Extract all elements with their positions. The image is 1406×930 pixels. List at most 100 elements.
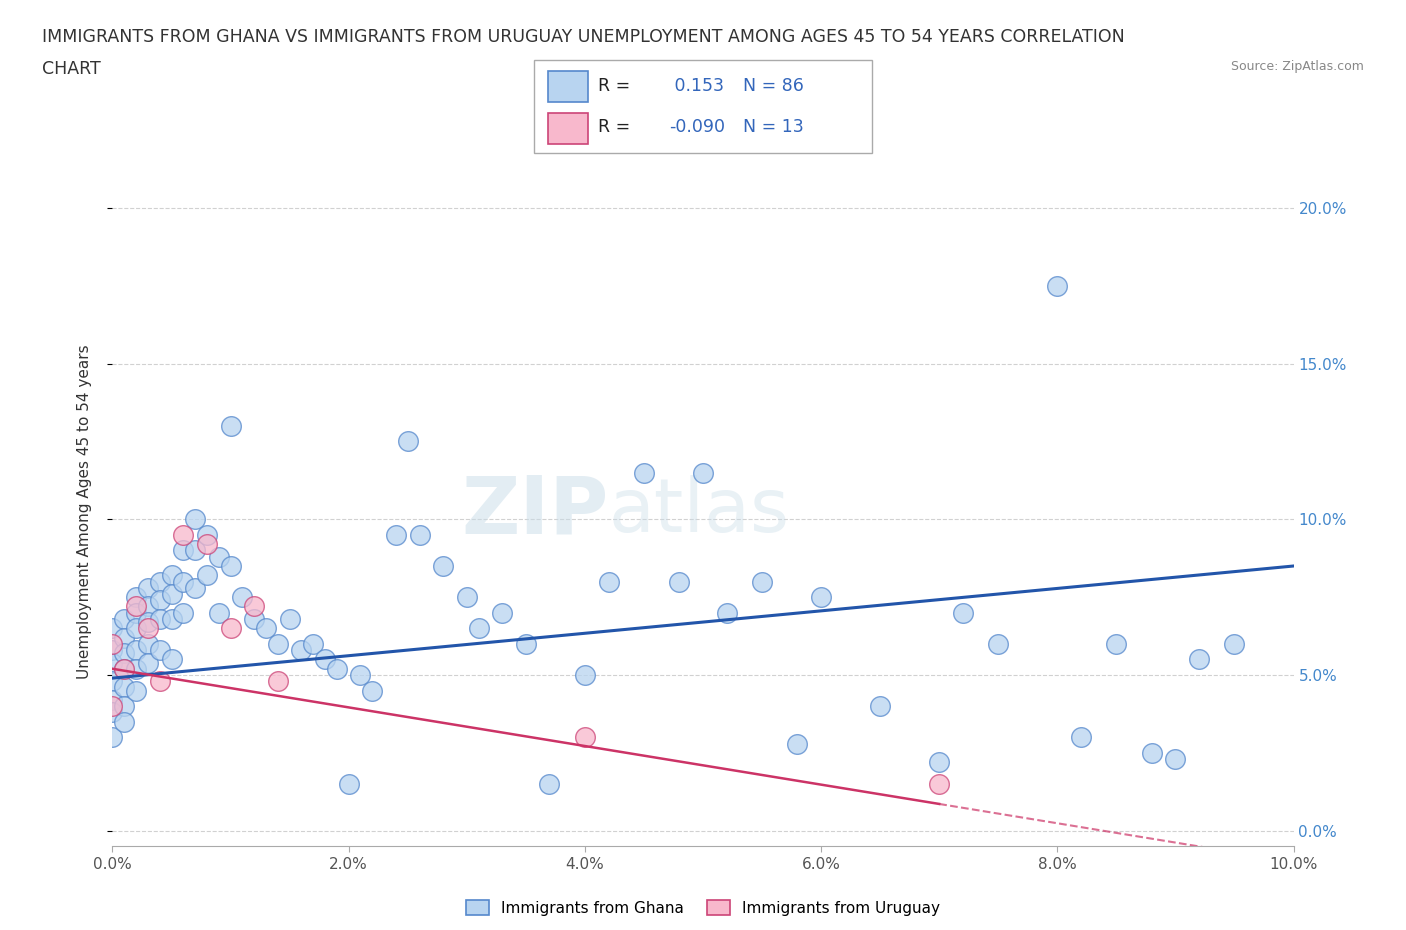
Point bbox=[928, 777, 950, 791]
Text: R =: R = bbox=[599, 76, 631, 95]
Point bbox=[574, 730, 596, 745]
Point bbox=[1105, 636, 1128, 651]
Text: atlas: atlas bbox=[609, 475, 790, 548]
Point bbox=[184, 543, 207, 558]
Point bbox=[125, 643, 148, 658]
Point bbox=[243, 612, 266, 627]
Point bbox=[172, 527, 194, 542]
Point bbox=[172, 574, 194, 589]
Point bbox=[314, 652, 336, 667]
Point bbox=[195, 527, 218, 542]
Point bbox=[101, 705, 124, 720]
Point bbox=[219, 418, 242, 433]
Text: N = 13: N = 13 bbox=[744, 118, 804, 137]
Point bbox=[337, 777, 360, 791]
Point bbox=[598, 574, 620, 589]
Point bbox=[278, 612, 301, 627]
Point bbox=[101, 693, 124, 708]
Point bbox=[195, 568, 218, 583]
Point bbox=[125, 661, 148, 676]
Point bbox=[668, 574, 690, 589]
Point bbox=[112, 631, 135, 645]
Point bbox=[136, 621, 159, 636]
Point bbox=[1046, 278, 1069, 293]
Point bbox=[219, 621, 242, 636]
Point bbox=[290, 643, 312, 658]
Text: ZIP: ZIP bbox=[461, 472, 609, 551]
Point bbox=[195, 537, 218, 551]
Point bbox=[149, 592, 172, 607]
Point bbox=[172, 543, 194, 558]
Text: Source: ZipAtlas.com: Source: ZipAtlas.com bbox=[1230, 60, 1364, 73]
Point bbox=[101, 698, 124, 713]
Point bbox=[112, 680, 135, 695]
Point bbox=[149, 643, 172, 658]
Point bbox=[231, 590, 253, 604]
Legend: Immigrants from Ghana, Immigrants from Uruguay: Immigrants from Ghana, Immigrants from U… bbox=[465, 899, 941, 916]
Point bbox=[101, 636, 124, 651]
Point bbox=[112, 612, 135, 627]
Point bbox=[928, 755, 950, 770]
Point bbox=[467, 621, 489, 636]
Point bbox=[112, 714, 135, 729]
Point bbox=[184, 512, 207, 526]
Point bbox=[267, 636, 290, 651]
Point bbox=[112, 698, 135, 713]
Point bbox=[160, 652, 183, 667]
Text: R =: R = bbox=[599, 118, 631, 137]
Point bbox=[136, 599, 159, 614]
Point bbox=[432, 559, 454, 574]
Point bbox=[786, 736, 808, 751]
Point bbox=[172, 605, 194, 620]
Point bbox=[136, 636, 159, 651]
FancyBboxPatch shape bbox=[548, 113, 588, 144]
Point bbox=[160, 587, 183, 602]
Point bbox=[125, 590, 148, 604]
Point bbox=[149, 574, 172, 589]
Point bbox=[125, 599, 148, 614]
Text: IMMIGRANTS FROM GHANA VS IMMIGRANTS FROM URUGUAY UNEMPLOYMENT AMONG AGES 45 TO 5: IMMIGRANTS FROM GHANA VS IMMIGRANTS FROM… bbox=[42, 28, 1125, 46]
Point bbox=[408, 527, 430, 542]
Point bbox=[574, 668, 596, 683]
Point bbox=[101, 655, 124, 670]
Point bbox=[243, 599, 266, 614]
Point bbox=[136, 615, 159, 630]
Point bbox=[112, 661, 135, 676]
Point bbox=[101, 674, 124, 689]
Point bbox=[254, 621, 277, 636]
Point bbox=[208, 605, 231, 620]
Point bbox=[515, 636, 537, 651]
Point bbox=[538, 777, 561, 791]
Point bbox=[952, 605, 974, 620]
Point bbox=[987, 636, 1010, 651]
Point bbox=[112, 645, 135, 660]
Point bbox=[810, 590, 832, 604]
Point bbox=[125, 684, 148, 698]
Point bbox=[1223, 636, 1246, 651]
Point bbox=[361, 684, 384, 698]
Point bbox=[136, 580, 159, 595]
Point bbox=[326, 661, 349, 676]
Point bbox=[101, 621, 124, 636]
Point bbox=[267, 674, 290, 689]
Point bbox=[101, 730, 124, 745]
Text: -0.090: -0.090 bbox=[669, 118, 725, 137]
Point bbox=[1070, 730, 1092, 745]
Point bbox=[101, 643, 124, 658]
Point bbox=[208, 550, 231, 565]
FancyBboxPatch shape bbox=[534, 60, 872, 153]
Point bbox=[869, 698, 891, 713]
Point bbox=[716, 605, 738, 620]
Text: N = 86: N = 86 bbox=[744, 76, 804, 95]
Point bbox=[125, 621, 148, 636]
Point bbox=[149, 612, 172, 627]
FancyBboxPatch shape bbox=[548, 71, 588, 102]
Point bbox=[160, 612, 183, 627]
Point bbox=[349, 668, 371, 683]
Point bbox=[136, 655, 159, 670]
Point bbox=[125, 605, 148, 620]
Point bbox=[112, 661, 135, 676]
Point bbox=[456, 590, 478, 604]
Point bbox=[1164, 751, 1187, 766]
Point bbox=[219, 559, 242, 574]
